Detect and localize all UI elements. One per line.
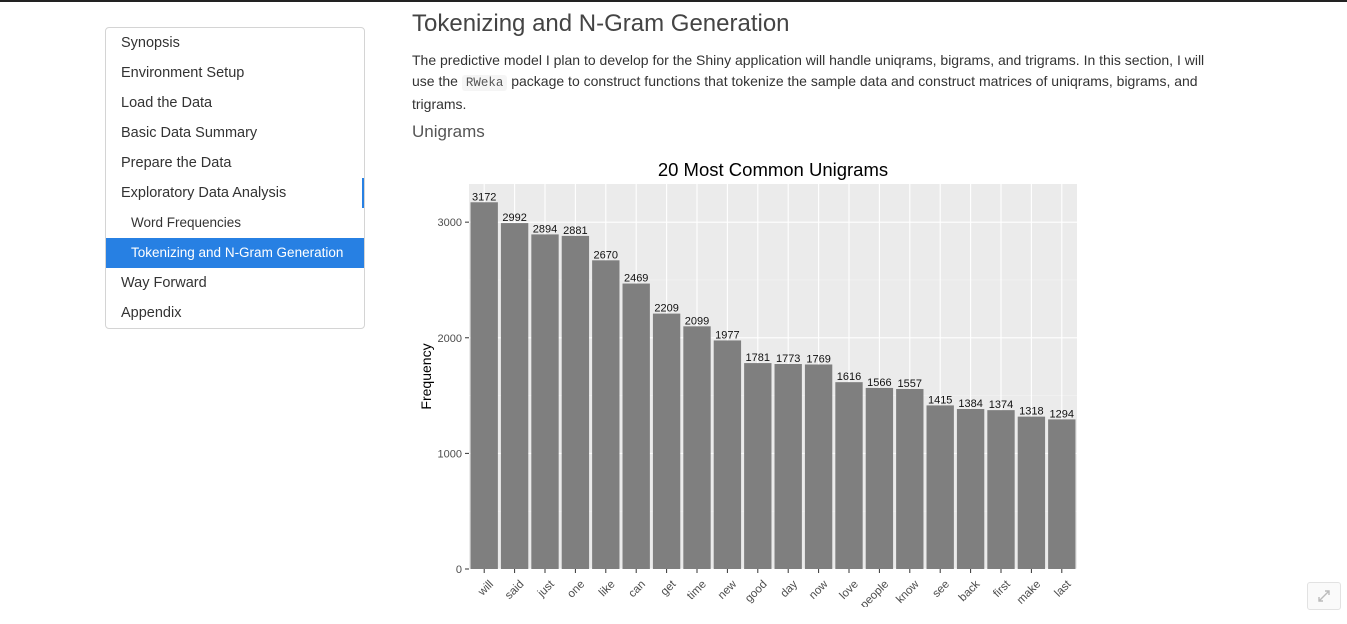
y-tick-label: 2000 <box>438 333 462 345</box>
x-tick-label-said: said <box>503 578 526 601</box>
bar-people <box>865 387 894 569</box>
data-label-can: 2469 <box>624 273 648 285</box>
bar-just <box>531 234 559 569</box>
bar-last <box>1048 419 1076 569</box>
y-tick-label: 3000 <box>438 217 462 229</box>
intro-paragraph: The predictive model I plan to develop f… <box>412 50 1227 115</box>
x-tick-label-see: see <box>930 578 952 600</box>
data-label-like: 2670 <box>594 249 618 261</box>
x-tick-label-now: now <box>807 578 831 602</box>
expand-icon <box>1318 590 1330 602</box>
data-label-just: 2894 <box>533 223 557 235</box>
data-label-last: 1294 <box>1050 408 1074 420</box>
bar-first <box>987 410 1015 569</box>
inline-code-rweka: RWeka <box>461 75 508 91</box>
x-tick-label-new: new <box>716 578 740 602</box>
x-tick-label-last: last <box>1053 578 1075 600</box>
unigram-bar-chart: 3172 2992 2894 2881 2670 2469 2209 2099 1977 1781… <box>418 159 1077 607</box>
data-label-people: 1566 <box>867 377 891 389</box>
x-tick-label-make: make <box>1015 578 1043 606</box>
bar-now <box>804 364 833 569</box>
toc-item-load-the-data[interactable]: Load the Data <box>121 95 213 111</box>
bar-like <box>592 260 620 569</box>
data-label-back: 1384 <box>958 398 982 410</box>
bar-time <box>683 326 711 569</box>
table-of-contents: Synopsis Environment Setup Load the Data Ba… <box>105 27 365 329</box>
x-tick-label-time: time <box>685 578 709 602</box>
y-axis-label: Frequency <box>418 343 434 409</box>
bar-new <box>713 340 742 569</box>
x-tick-label-get: get <box>659 578 679 598</box>
x-tick-label-can: can <box>626 578 648 600</box>
toc-item-synopsis[interactable]: Synopsis <box>121 35 180 51</box>
bar-back <box>956 408 985 569</box>
data-label-know: 1557 <box>898 378 922 390</box>
chart-title: 20 Most Common Unigrams <box>658 159 888 180</box>
bar-day <box>774 364 802 569</box>
top-border <box>0 0 1347 2</box>
x-tick-label-love: love <box>837 578 860 601</box>
x-tick-label-just: just <box>535 578 557 600</box>
x-tick-label-day: day <box>778 578 800 600</box>
toc-item-word-frequencies[interactable]: Word Frequencies <box>131 215 242 230</box>
data-label-now: 1769 <box>806 353 830 365</box>
toc-item-prepare-the-data[interactable]: Prepare the Data <box>121 155 232 171</box>
data-label-day: 1773 <box>776 353 800 365</box>
data-label-will: 3172 <box>472 191 496 203</box>
data-label-get: 2209 <box>654 303 678 315</box>
toc-item-basic-data-summary[interactable]: Basic Data Summary <box>121 125 258 141</box>
x-tick-label-one: one <box>565 578 587 600</box>
x-tick-label-will: will <box>476 578 496 598</box>
toc-active-indicator <box>362 178 364 208</box>
x-tick-label-like: like <box>597 578 618 599</box>
bar-one <box>561 235 590 569</box>
data-label-see: 1415 <box>928 394 952 406</box>
expand-button[interactable] <box>1307 582 1341 610</box>
data-label-new: 1977 <box>715 329 739 341</box>
data-label-time: 2099 <box>685 315 709 327</box>
x-tick-label-know: know <box>894 578 922 606</box>
y-tick-label: 0 <box>456 564 462 576</box>
data-label-make: 1318 <box>1019 406 1043 418</box>
paragraph-text-1: The predictive model I plan to develop f… <box>412 52 1205 89</box>
bar-will <box>470 202 498 569</box>
toc-item-tokenizing-and-n-gram-generation[interactable]: Tokenizing and N-Gram Generation <box>106 238 364 268</box>
toc-item-exploratory-data-analysis[interactable]: Exploratory Data Analysis <box>121 185 287 201</box>
bar-said <box>500 223 529 570</box>
bar-can <box>622 283 650 569</box>
x-tick-label-people: people <box>858 578 891 607</box>
x-tick-label-first: first <box>991 578 1013 600</box>
bar-see <box>926 405 954 569</box>
data-label-good: 1781 <box>746 352 770 364</box>
bar-love <box>835 382 863 569</box>
paragraph-text-2: package to construct functions that toke… <box>412 73 1198 112</box>
data-label-one: 2881 <box>563 225 587 237</box>
y-tick-label: 1000 <box>438 448 462 460</box>
page-title: Tokenizing and N-Gram Generation <box>412 10 790 37</box>
bar-make <box>1017 416 1046 569</box>
bar-know <box>896 388 924 569</box>
toc-item-environment-setup[interactable]: Environment Setup <box>121 65 245 81</box>
section-subtitle: Unigrams <box>412 122 485 141</box>
x-tick-label-good: good <box>743 578 770 605</box>
bar-good <box>744 363 772 569</box>
toc-item-appendix[interactable]: Appendix <box>121 305 182 321</box>
bar-get <box>652 313 681 569</box>
data-label-first: 1374 <box>989 399 1013 411</box>
toc-item-way-forward[interactable]: Way Forward <box>121 275 207 291</box>
data-label-said: 2992 <box>502 212 526 224</box>
data-label-love: 1616 <box>837 371 861 383</box>
x-tick-label-back: back <box>957 578 983 604</box>
